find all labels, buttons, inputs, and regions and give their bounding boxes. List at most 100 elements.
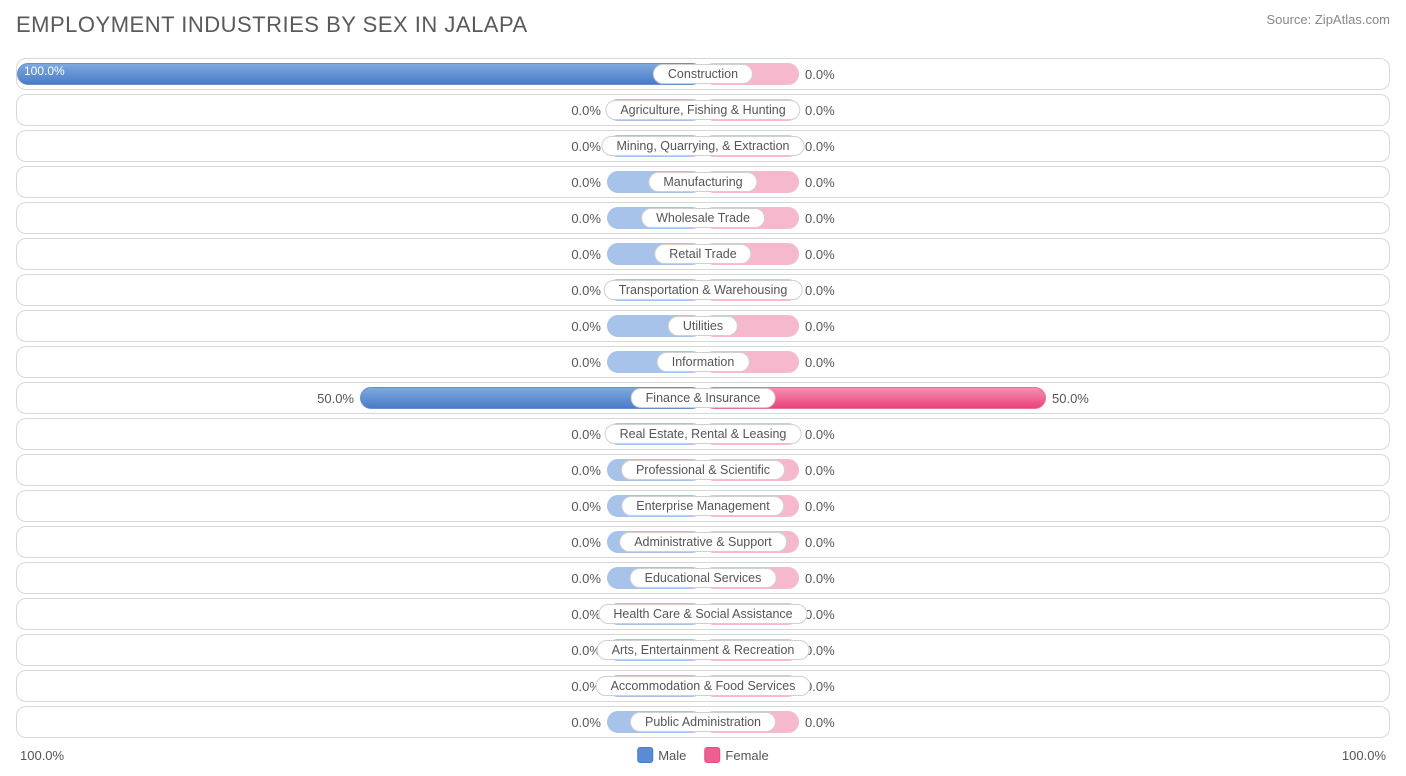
- male-value-label: 0.0%: [571, 283, 601, 298]
- male-value-label: 0.0%: [571, 535, 601, 550]
- male-value-label: 0.0%: [571, 463, 601, 478]
- male-value-label: 50.0%: [317, 391, 354, 406]
- chart-row: 100.0% 0.0% Construction: [16, 58, 1390, 90]
- legend-item-female: Female: [704, 747, 768, 763]
- chart-title: EMPLOYMENT INDUSTRIES BY SEX IN JALAPA: [16, 12, 528, 38]
- chart-row: 0.0% 0.0% Educational Services: [16, 562, 1390, 594]
- female-value-label: 0.0%: [805, 643, 835, 658]
- male-half: 0.0%: [17, 95, 703, 125]
- female-half: 0.0%: [703, 419, 1389, 449]
- chart-legend: Male Female: [637, 747, 769, 763]
- male-value-label: 0.0%: [571, 355, 601, 370]
- male-value-label: 0.0%: [571, 607, 601, 622]
- female-value-label: 0.0%: [805, 715, 835, 730]
- female-half: 0.0%: [703, 239, 1389, 269]
- chart-footer: 100.0% Male Female 100.0%: [16, 744, 1390, 766]
- chart-row: 0.0%0.0%Professional & Scientific: [16, 454, 1390, 486]
- female-half: 0.0%: [703, 131, 1389, 161]
- male-value-label: 0.0%: [571, 211, 601, 226]
- female-value-label: 0.0%: [805, 247, 835, 262]
- male-half: 0.0%: [17, 527, 703, 557]
- category-badge: Public Administration: [630, 712, 776, 732]
- female-value-label: 0.0%: [805, 427, 835, 442]
- female-value-label: 0.0%: [805, 319, 835, 334]
- male-half: 0.0%: [17, 419, 703, 449]
- category-badge: Real Estate, Rental & Leasing: [605, 424, 802, 444]
- male-value-label: 0.0%: [571, 139, 601, 154]
- category-badge: Arts, Entertainment & Recreation: [597, 640, 810, 660]
- female-half: 0.0%: [703, 707, 1389, 737]
- male-value-label: 0.0%: [571, 103, 601, 118]
- female-half: 0.0%: [703, 59, 1389, 89]
- chart-row: 0.0%0.0%Real Estate, Rental & Leasing: [16, 418, 1390, 450]
- female-half: 0.0%: [703, 527, 1389, 557]
- chart-row: 0.0%0.0%Wholesale Trade: [16, 202, 1390, 234]
- female-half: 0.0%: [703, 455, 1389, 485]
- category-badge: Retail Trade: [654, 244, 751, 264]
- chart-row: 0.0% 0.0% Administrative & Support: [16, 526, 1390, 558]
- category-badge: Wholesale Trade: [641, 208, 765, 228]
- category-badge: Utilities: [668, 316, 738, 336]
- category-badge: Construction: [653, 64, 753, 84]
- male-half: 100.0%: [17, 59, 703, 89]
- female-half: 50.0%: [703, 383, 1389, 413]
- chart-source: Source: ZipAtlas.com: [1266, 12, 1390, 27]
- male-value-label: 0.0%: [571, 427, 601, 442]
- chart-row: 0.0% 0.0%Mining, Quarrying, & Extraction: [16, 130, 1390, 162]
- chart-row: 0.0% 0.0% Public Administration: [16, 706, 1390, 738]
- female-value-label: 0.0%: [805, 103, 835, 118]
- female-value-label: 0.0%: [805, 67, 835, 82]
- male-bar: 100.0%: [17, 63, 703, 85]
- category-badge: Finance & Insurance: [631, 388, 776, 408]
- chart-row: 0.0% 0.0% Utilities: [16, 310, 1390, 342]
- category-badge: Accommodation & Food Services: [596, 676, 811, 696]
- female-value-label: 0.0%: [805, 607, 835, 622]
- female-half: 0.0%: [703, 167, 1389, 197]
- diverging-bar-chart: 100.0% 0.0% Construction 0.0% 0.0% Agricultur…: [16, 58, 1390, 738]
- male-half: 0.0%: [17, 275, 703, 305]
- male-half: 0.0%: [17, 239, 703, 269]
- category-badge: Information: [657, 352, 750, 372]
- chart-row: 0.0% 0.0% Information: [16, 346, 1390, 378]
- female-half: 0.0%: [703, 563, 1389, 593]
- female-value-label: 0.0%: [805, 463, 835, 478]
- female-value-label: 0.0%: [805, 283, 835, 298]
- female-value-label: 0.0%: [805, 499, 835, 514]
- legend-female-label: Female: [725, 748, 768, 763]
- female-value-label: 0.0%: [805, 535, 835, 550]
- category-badge: Administrative & Support: [619, 532, 787, 552]
- chart-header: EMPLOYMENT INDUSTRIES BY SEX IN JALAPA S…: [16, 12, 1390, 38]
- category-badge: Agriculture, Fishing & Hunting: [605, 100, 800, 120]
- category-badge: Transportation & Warehousing: [604, 280, 803, 300]
- legend-item-male: Male: [637, 747, 686, 763]
- male-half: 0.0%: [17, 563, 703, 593]
- male-half: 0.0%: [17, 455, 703, 485]
- category-badge: Manufacturing: [648, 172, 757, 192]
- female-half: 0.0%: [703, 275, 1389, 305]
- female-swatch-icon: [704, 747, 720, 763]
- male-value-label: 100.0%: [24, 64, 65, 78]
- female-half: 0.0%: [703, 203, 1389, 233]
- chart-row: 0.0%0.0%Accommodation & Food Services: [16, 670, 1390, 702]
- category-badge: Health Care & Social Assistance: [598, 604, 807, 624]
- male-value-label: 0.0%: [571, 247, 601, 262]
- category-badge: Educational Services: [630, 568, 777, 588]
- male-value-label: 0.0%: [571, 715, 601, 730]
- female-value-label: 0.0%: [805, 355, 835, 370]
- chart-row: 0.0% 0.0%Health Care & Social Assistance: [16, 598, 1390, 630]
- axis-label-left: 100.0%: [20, 748, 64, 763]
- female-value-label: 0.0%: [805, 571, 835, 586]
- category-badge: Enterprise Management: [621, 496, 784, 516]
- male-value-label: 0.0%: [571, 571, 601, 586]
- category-badge: Mining, Quarrying, & Extraction: [602, 136, 805, 156]
- axis-label-right: 100.0%: [1342, 748, 1386, 763]
- male-half: 0.0%: [17, 491, 703, 521]
- male-swatch-icon: [637, 747, 653, 763]
- male-value-label: 0.0%: [571, 319, 601, 334]
- female-half: 0.0%: [703, 311, 1389, 341]
- female-half: 0.0%: [703, 95, 1389, 125]
- chart-row: 0.0% 0.0% Retail Trade: [16, 238, 1390, 270]
- female-half: 0.0%: [703, 491, 1389, 521]
- chart-row: 0.0%0.0%Arts, Entertainment & Recreation: [16, 634, 1390, 666]
- female-half: 0.0%: [703, 347, 1389, 377]
